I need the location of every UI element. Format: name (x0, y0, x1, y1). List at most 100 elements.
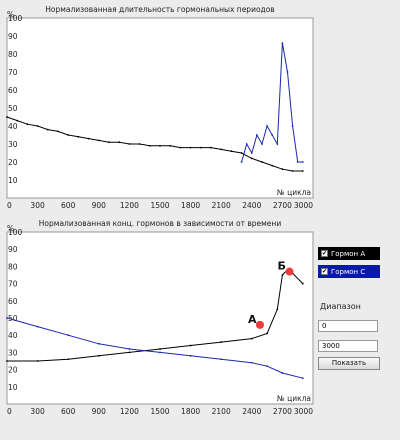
y-tick-label: 50 (8, 104, 18, 113)
data-point (36, 325, 39, 328)
data-point (281, 42, 284, 45)
y-tick-label: 40 (8, 122, 18, 131)
x-tick-label: 1500 (150, 201, 169, 210)
x-tick-label: 600 (61, 407, 76, 416)
data-point (240, 161, 243, 163)
range-label: Диапазон (320, 302, 361, 311)
y-tick-label: 20 (8, 158, 18, 167)
range-to-input[interactable]: 3000 (318, 340, 378, 352)
y-tick-label: 60 (8, 86, 18, 95)
data-point (16, 119, 19, 122)
x-tick-label: 1200 (120, 407, 139, 416)
data-point (108, 141, 110, 144)
x-tick-label: 1500 (150, 407, 169, 416)
data-point (67, 358, 70, 361)
data-point (301, 282, 304, 285)
legend-toggle-hormone-c[interactable]: ✔ Гормон С (318, 265, 380, 278)
data-point (67, 334, 70, 337)
data-point (179, 146, 182, 149)
legend-toggle-hormone-a[interactable]: ✔ Гормон А (318, 247, 380, 260)
data-point (6, 360, 8, 362)
y-tick-label: 80 (8, 50, 18, 59)
plot-area (6, 17, 314, 199)
y-tick-label: 50 (8, 314, 18, 323)
data-point (36, 360, 39, 362)
y-tick-label: 100 (8, 14, 23, 23)
chart-title: Нормализованная конц. гормонов в зависим… (39, 219, 282, 228)
y-tick-label: 80 (8, 262, 18, 271)
data-point (276, 143, 279, 145)
data-point (220, 341, 223, 343)
annotation-marker (255, 320, 264, 329)
data-point (46, 128, 49, 131)
data-point (97, 354, 100, 357)
data-point (250, 152, 253, 154)
data-point (189, 354, 192, 357)
checkbox-icon[interactable]: ✔ (321, 268, 328, 275)
data-point (301, 161, 304, 163)
data-point (87, 137, 90, 140)
x-tick-label: 0 (7, 407, 12, 416)
data-point (250, 157, 253, 160)
data-point (36, 125, 39, 127)
data-point (296, 161, 299, 163)
data-point (6, 116, 8, 118)
data-point (301, 170, 304, 172)
data-point (281, 274, 284, 276)
checkbox-icon[interactable]: ✔ (321, 250, 328, 257)
annotation-label: Б (278, 260, 286, 273)
data-point (286, 71, 289, 73)
annotation-label: А (248, 313, 257, 326)
data-point (26, 123, 29, 126)
plot-area (6, 231, 314, 405)
data-point (266, 365, 268, 368)
data-point (159, 348, 161, 350)
x-tick-label: 300 (30, 407, 45, 416)
x-tick-label: 0 (7, 201, 12, 210)
x-tick-label: 1800 (181, 201, 200, 210)
x-tick-label: 3000 (294, 407, 313, 416)
data-point (291, 170, 294, 172)
show-button[interactable]: Показать (318, 357, 380, 370)
y-tick-label: 30 (8, 348, 18, 357)
data-point (276, 308, 279, 311)
data-point (230, 150, 233, 153)
data-point (97, 139, 100, 142)
x-tick-label: 2700 (273, 201, 292, 210)
data-point (245, 143, 248, 145)
data-point (77, 135, 80, 138)
x-tick-label: 600 (61, 201, 76, 210)
y-tick-label: 20 (8, 366, 18, 375)
range-from-input[interactable]: 0 (318, 320, 378, 332)
data-point (261, 161, 263, 163)
legend-label-c: Гормон С (331, 267, 366, 276)
y-tick-label: 100 (8, 228, 23, 237)
data-point (57, 130, 59, 133)
data-point (189, 146, 192, 149)
data-point (148, 144, 151, 147)
data-point (281, 372, 284, 374)
data-point (261, 143, 263, 145)
chart-period-duration: Нормализованная длительность гормональны… (6, 5, 314, 210)
x-tick-label: 900 (92, 407, 107, 416)
x-tick-label: 1200 (120, 201, 139, 210)
y-tick-label: 90 (8, 32, 18, 41)
y-tick-label: 90 (8, 245, 18, 254)
data-point (301, 377, 304, 380)
x-tick-label: 2700 (273, 407, 292, 416)
data-point (220, 148, 223, 151)
data-point (240, 152, 243, 154)
data-point (159, 351, 161, 354)
x-tick-label: 2400 (242, 201, 261, 210)
x-tick-label: 2100 (212, 201, 231, 210)
y-tick-label: 40 (8, 331, 18, 340)
data-point (250, 337, 253, 340)
y-axis-label: % (7, 10, 14, 19)
data-point (210, 146, 212, 149)
y-tick-label: 70 (8, 68, 18, 77)
x-axis-label: № цикла (277, 394, 311, 403)
data-point (266, 125, 268, 127)
y-tick-label: 60 (8, 297, 18, 306)
series-line-c (6, 317, 303, 379)
annotation-marker (285, 267, 294, 276)
